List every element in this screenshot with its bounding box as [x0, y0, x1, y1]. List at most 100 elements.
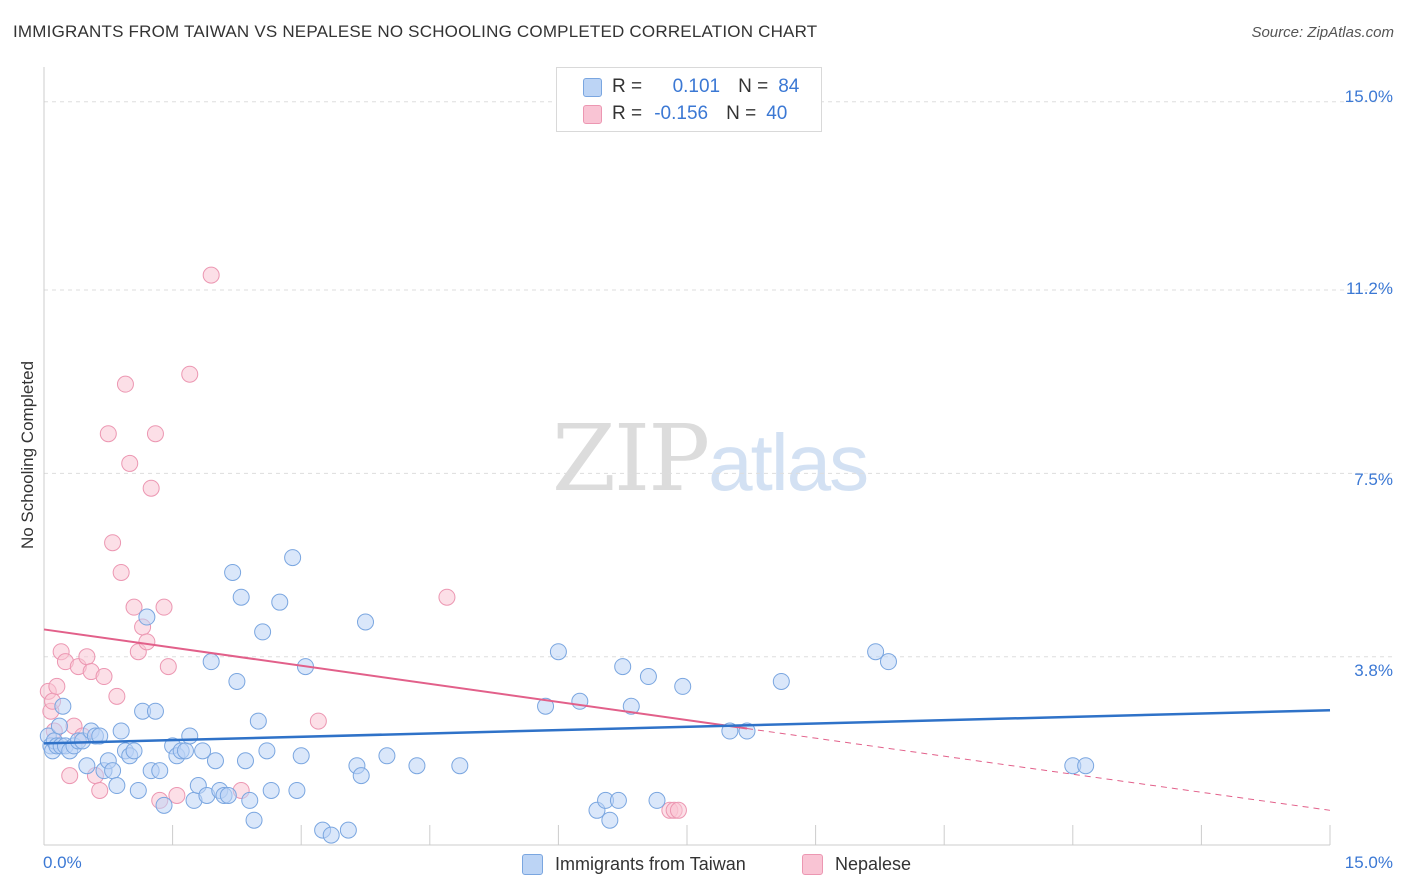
source-credit: Source: ZipAtlas.com — [1251, 24, 1394, 41]
taiwan-point — [112, 722, 130, 740]
taiwan-point — [228, 672, 246, 690]
watermark-atlas: atlas — [708, 418, 869, 507]
nepalese-point — [155, 598, 173, 616]
legend-n-value: 40 — [766, 103, 788, 124]
taiwan-point — [202, 653, 220, 671]
nepalese-trend-extension — [746, 728, 1331, 811]
taiwan-point — [339, 821, 357, 839]
taiwan-point — [609, 791, 627, 809]
bottom-legend-label: Immigrants from Taiwan — [555, 853, 746, 874]
nepalese-point — [181, 365, 199, 383]
taiwan-point — [78, 757, 96, 775]
taiwan-point — [91, 727, 109, 745]
bottom-legend-taiwan: Immigrants from Taiwan — [522, 852, 746, 876]
taiwan-point — [1077, 757, 1095, 775]
taiwan-point — [151, 762, 169, 780]
legend-row-nepalese: R = -0.156 N = 40 — [583, 102, 787, 126]
legend-n-label: N = — [726, 103, 757, 124]
watermark-zip: ZIP — [552, 405, 710, 512]
nepalese-point — [112, 563, 130, 581]
taiwan-point — [601, 811, 619, 829]
nepalese-point — [159, 658, 177, 676]
taiwan-point — [674, 677, 692, 695]
legend-swatch-taiwan — [583, 77, 602, 97]
legend-r-value: 0.101 — [672, 76, 721, 97]
taiwan-point — [639, 668, 657, 686]
x-tick-label: 15.0% — [1344, 853, 1393, 872]
y-tick-label: 7.5% — [1354, 470, 1393, 489]
taiwan-point — [236, 752, 254, 770]
bottom-legend-swatch-taiwan — [522, 853, 543, 875]
taiwan-point — [352, 767, 370, 785]
taiwan-point — [451, 757, 469, 775]
taiwan-point — [224, 563, 242, 581]
nepalese-point — [91, 781, 109, 799]
legend-r-label: R = — [612, 103, 643, 124]
nepalese-point — [99, 425, 117, 443]
nepalese-point — [116, 375, 134, 393]
y-tick-label: 15.0% — [1344, 87, 1393, 106]
nepalese-trend-line — [43, 628, 748, 730]
taiwan-point — [879, 653, 897, 671]
taiwan-point — [322, 826, 340, 844]
taiwan-point — [241, 791, 259, 809]
taiwan-point — [176, 742, 194, 760]
nepalese-point — [108, 687, 126, 705]
nepalese-point — [142, 479, 160, 497]
taiwan-point — [245, 811, 263, 829]
taiwan-point — [378, 747, 396, 765]
legend-n-value: 84 — [778, 76, 800, 97]
watermark: ZIPatlas — [552, 405, 869, 512]
taiwan-point — [262, 781, 280, 799]
legend-row-taiwan: R = 0.101 N = 84 — [583, 75, 799, 99]
nepalese-point — [138, 633, 156, 651]
taiwan-point — [125, 742, 143, 760]
taiwan-point — [284, 549, 302, 567]
taiwan-point — [50, 717, 68, 735]
taiwan-point — [232, 588, 250, 606]
taiwan-point — [772, 672, 790, 690]
taiwan-point — [648, 791, 666, 809]
taiwan-point — [104, 762, 122, 780]
bottom-legend-swatch-nepalese — [802, 853, 823, 875]
nepalese-point — [48, 677, 66, 695]
taiwan-point — [537, 697, 555, 715]
taiwan-point — [614, 658, 632, 676]
taiwan-point — [571, 692, 589, 710]
y-tick-label: 3.8% — [1354, 661, 1393, 680]
nepalese-point — [146, 425, 164, 443]
nepalese-point — [168, 786, 186, 804]
taiwan-point — [54, 697, 72, 715]
taiwan-trend-line — [43, 708, 1331, 745]
taiwan-point — [258, 742, 276, 760]
nepalese-point — [438, 588, 456, 606]
taiwan-point — [271, 593, 289, 611]
taiwan-point — [622, 697, 640, 715]
taiwan-point — [146, 702, 164, 720]
x-tick-label: 0.0% — [43, 853, 82, 872]
taiwan-point — [138, 608, 156, 626]
legend-r-value: -0.156 — [654, 103, 709, 124]
taiwan-point — [108, 777, 126, 795]
stats-legend: R = 0.101 N = 84 R = -0.156 N = 40 — [556, 67, 822, 132]
nepalese-point — [78, 648, 96, 666]
nepalese-point — [309, 712, 327, 730]
taiwan-point — [194, 742, 212, 760]
nepalese-point — [121, 454, 139, 472]
taiwan-point — [129, 781, 147, 799]
taiwan-point — [867, 643, 885, 661]
legend-r-label: R = — [612, 76, 643, 97]
nepalese-point — [202, 266, 220, 284]
nepalese-point — [104, 534, 122, 552]
taiwan-point — [249, 712, 267, 730]
taiwan-point — [292, 747, 310, 765]
legend-n-label: N = — [738, 76, 769, 97]
taiwan-point — [206, 752, 224, 770]
nepalese-point — [669, 801, 687, 819]
taiwan-point — [181, 727, 199, 745]
bottom-legend-nepalese: Nepalese — [802, 852, 911, 876]
taiwan-point — [219, 786, 237, 804]
nepalese-point — [125, 598, 143, 616]
taiwan-point — [155, 796, 173, 814]
